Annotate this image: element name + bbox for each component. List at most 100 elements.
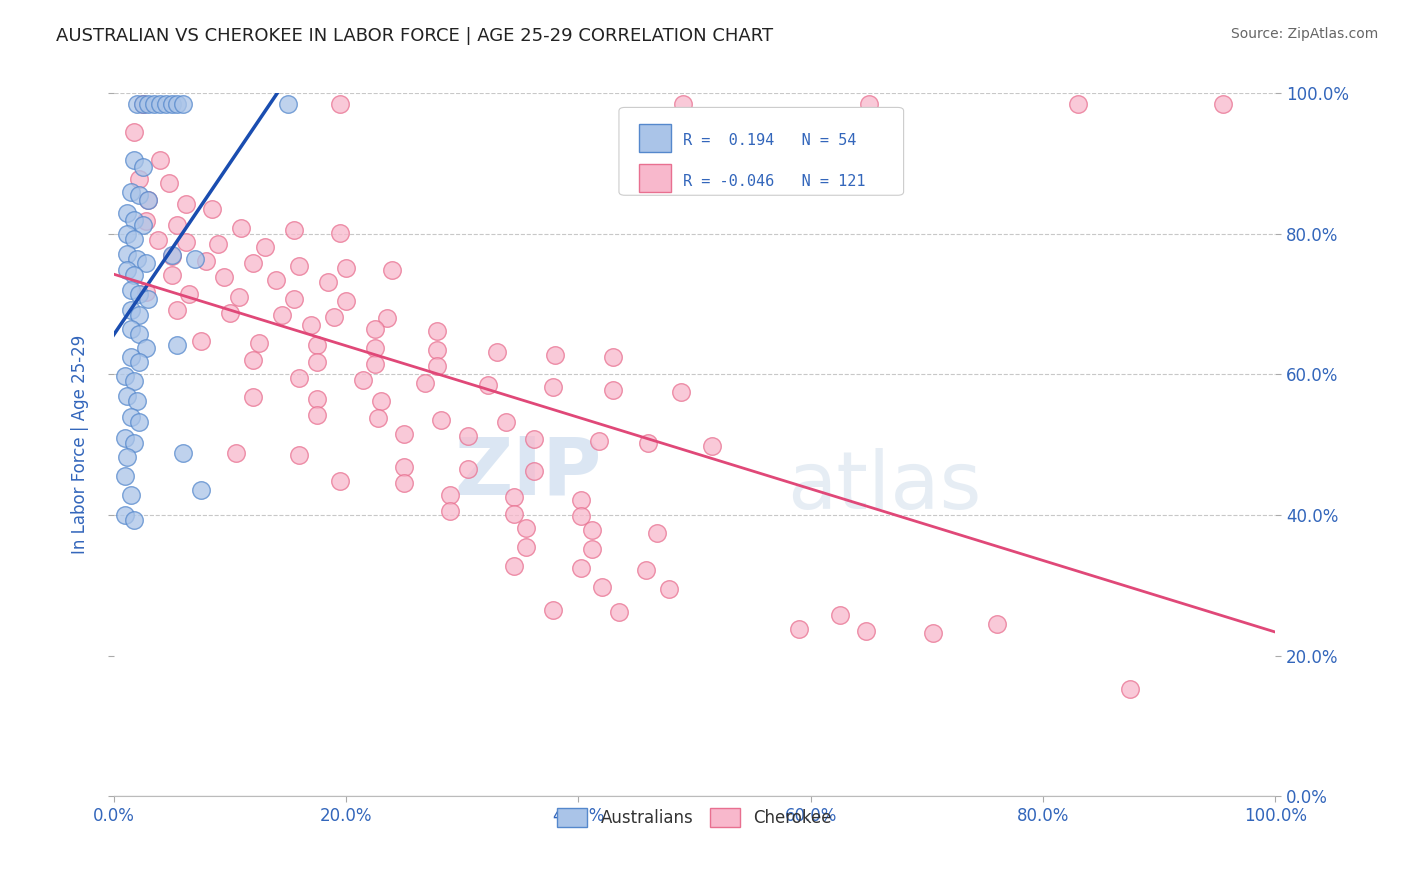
- Point: [114, 431, 136, 445]
- Point: [117, 450, 139, 465]
- Point: [135, 285, 157, 299]
- Point: [329, 475, 352, 489]
- Point: [855, 624, 877, 638]
- Point: [1212, 96, 1234, 111]
- Point: [515, 521, 537, 535]
- Point: [602, 383, 624, 397]
- Point: [700, 439, 723, 453]
- Point: [125, 96, 148, 111]
- Point: [117, 388, 139, 402]
- Text: R = -0.046   N = 121: R = -0.046 N = 121: [683, 174, 865, 189]
- Point: [131, 96, 153, 111]
- Point: [1067, 96, 1090, 111]
- Point: [117, 263, 139, 277]
- Point: [375, 311, 398, 326]
- Point: [124, 232, 146, 246]
- Point: [425, 359, 447, 373]
- Point: [114, 508, 136, 522]
- Point: [645, 525, 668, 540]
- Point: [370, 394, 392, 409]
- Point: [166, 338, 188, 352]
- Point: [195, 253, 218, 268]
- Point: [253, 239, 276, 253]
- Point: [264, 272, 287, 286]
- Point: [457, 462, 479, 476]
- Point: [607, 605, 630, 619]
- Point: [305, 392, 328, 406]
- Point: [637, 436, 659, 450]
- Point: [190, 483, 212, 498]
- FancyBboxPatch shape: [638, 164, 671, 193]
- Point: [120, 283, 142, 297]
- Point: [160, 96, 183, 111]
- Point: [124, 436, 146, 450]
- Point: [658, 582, 681, 596]
- Point: [120, 488, 142, 502]
- Point: [352, 373, 374, 387]
- Point: [135, 341, 157, 355]
- Point: [172, 446, 194, 460]
- Point: [124, 125, 146, 139]
- Point: [157, 177, 180, 191]
- Point: [120, 350, 142, 364]
- Point: [544, 348, 567, 362]
- Point: [128, 308, 150, 322]
- Point: [228, 290, 250, 304]
- Point: [569, 509, 592, 524]
- Text: atlas: atlas: [787, 448, 981, 526]
- Point: [184, 252, 207, 266]
- Point: [523, 465, 546, 479]
- Point: [1119, 682, 1142, 697]
- Point: [329, 96, 352, 111]
- Point: [367, 411, 389, 425]
- Point: [190, 334, 212, 348]
- Text: Source: ZipAtlas.com: Source: ZipAtlas.com: [1230, 27, 1378, 41]
- Point: [634, 563, 657, 577]
- Point: [172, 96, 194, 111]
- Point: [242, 353, 264, 368]
- Point: [425, 324, 447, 338]
- Point: [225, 446, 247, 460]
- Point: [828, 607, 851, 622]
- Point: [503, 507, 526, 521]
- Point: [439, 504, 461, 518]
- Point: [166, 219, 188, 233]
- Point: [305, 408, 328, 422]
- Point: [515, 540, 537, 554]
- Point: [318, 275, 340, 289]
- Point: [392, 460, 415, 475]
- Point: [128, 415, 150, 429]
- Point: [174, 235, 197, 250]
- Point: [117, 246, 139, 260]
- Point: [117, 206, 139, 220]
- Point: [591, 580, 613, 594]
- Point: [569, 560, 592, 574]
- Point: [787, 622, 810, 636]
- Point: [602, 350, 624, 364]
- Point: [131, 96, 153, 111]
- Point: [125, 394, 148, 409]
- Point: [425, 343, 447, 357]
- Point: [128, 286, 150, 301]
- Point: [669, 384, 692, 399]
- Point: [413, 376, 436, 390]
- Point: [124, 212, 146, 227]
- Point: [271, 308, 294, 322]
- Point: [160, 268, 183, 282]
- Point: [581, 524, 603, 538]
- Point: [439, 488, 461, 502]
- Point: [117, 227, 139, 241]
- Point: [921, 626, 943, 640]
- Text: R =  0.194   N = 54: R = 0.194 N = 54: [683, 133, 856, 148]
- Point: [201, 202, 224, 216]
- Point: [131, 219, 153, 233]
- Point: [477, 378, 499, 392]
- Point: [672, 96, 695, 111]
- Point: [138, 193, 160, 207]
- Point: [430, 413, 453, 427]
- Point: [364, 357, 387, 371]
- Point: [166, 302, 188, 317]
- Point: [124, 153, 146, 168]
- Point: [247, 335, 270, 350]
- Point: [124, 513, 146, 527]
